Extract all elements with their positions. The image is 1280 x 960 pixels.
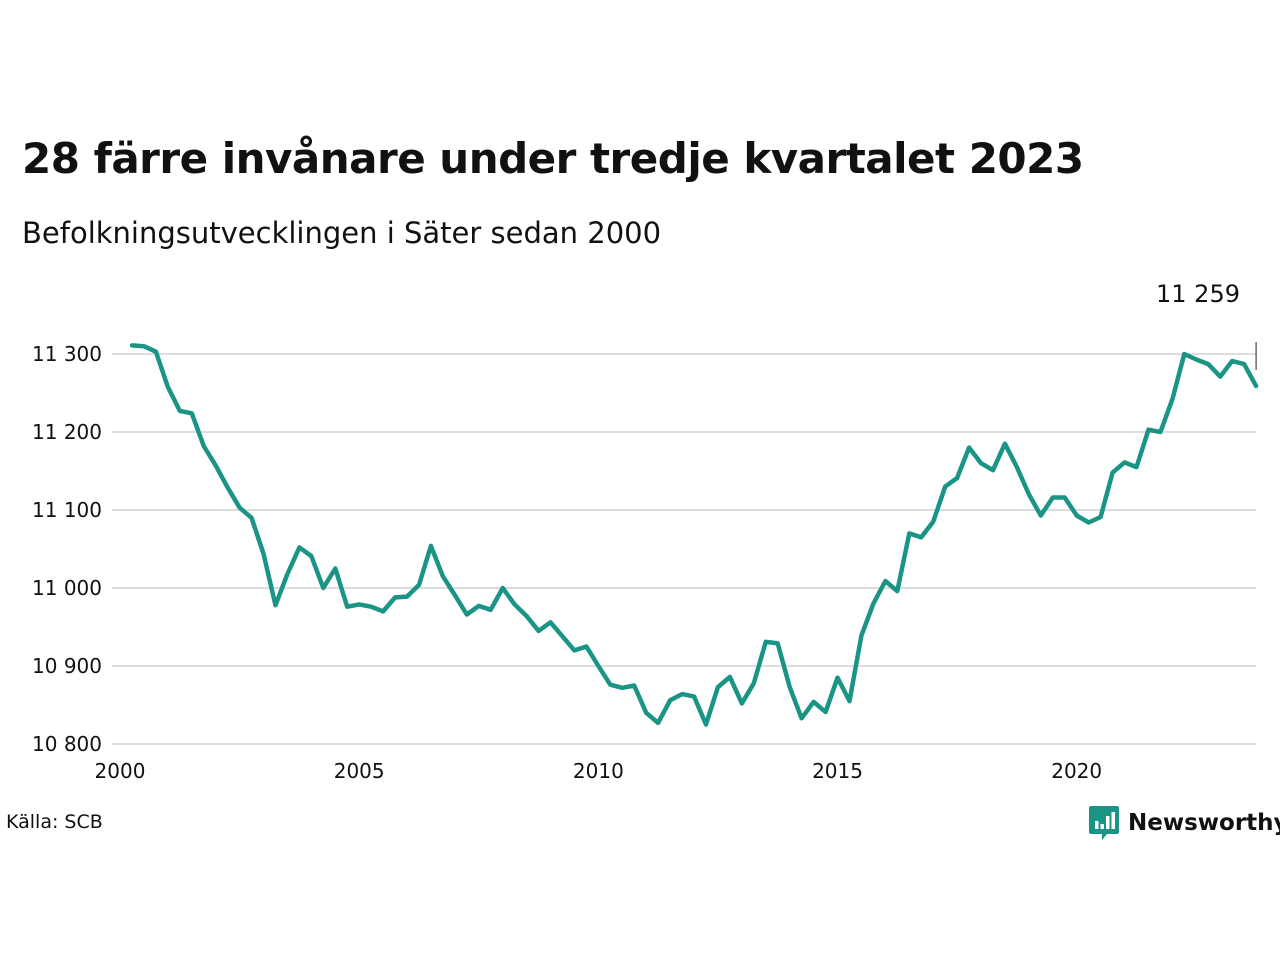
- x-tick-label: 2010: [573, 759, 624, 783]
- x-tick-label: 2015: [812, 759, 863, 783]
- x-tick-label: 2020: [1051, 759, 1102, 783]
- newsworthy-logo-text: Newsworthy: [1128, 810, 1280, 836]
- newsworthy-logo: Newsworthy: [1088, 804, 1280, 842]
- gridlines: [112, 353, 1256, 745]
- chart-subtitle: Befolkningsutvecklingen i Säter sedan 20…: [22, 216, 662, 250]
- chart-title: 28 färre invånare under tredje kvartalet…: [22, 134, 1084, 183]
- y-tick-label: 11 000: [32, 576, 102, 600]
- x-axis-tick-labels: 2000 2005 2010 2015 2020: [95, 759, 1103, 783]
- y-tick-label: 11 300: [32, 342, 102, 366]
- x-tick-label: 2005: [334, 759, 385, 783]
- population-line: [129, 343, 1259, 727]
- newsworthy-logo-icon: [1089, 806, 1119, 840]
- end-value-label: 11 259: [1156, 280, 1240, 308]
- y-tick-label: 11 200: [32, 420, 102, 444]
- line-chart: 10 800 10 900 11 000 11 100 11 200 11 300 200…: [32, 280, 1259, 783]
- y-axis-tick-labels: 10 800 10 900 11 000 11 100 11 200 11 300: [32, 342, 102, 756]
- x-tick-label: 2000: [95, 759, 146, 783]
- y-tick-label: 11 100: [32, 498, 102, 522]
- y-tick-label: 10 900: [32, 654, 102, 678]
- source-label: Källa: SCB: [6, 811, 103, 833]
- y-tick-label: 10 800: [32, 732, 102, 756]
